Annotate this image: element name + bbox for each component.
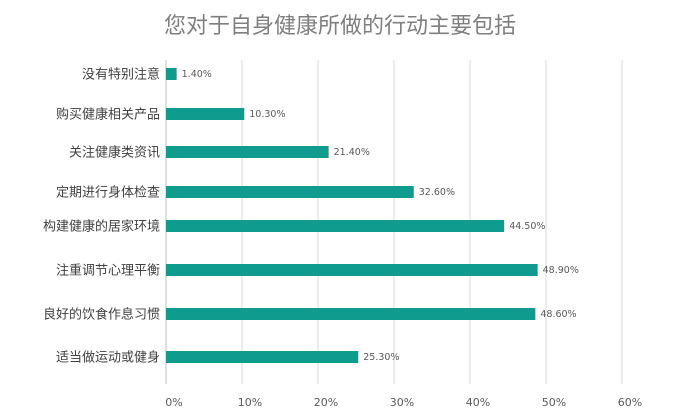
data-label: 21.40% (334, 147, 370, 158)
data-label: 48.60% (540, 309, 576, 320)
bar (166, 68, 177, 80)
category-label: 良好的饮食作息习惯 (43, 307, 160, 323)
category-label: 定期进行身体检查 (56, 185, 160, 201)
category-label: 购买健康相关产品 (56, 107, 160, 123)
bar (166, 351, 359, 363)
bar (166, 264, 538, 276)
data-label: 44.50% (509, 221, 545, 232)
category-label: 适当做运动或健身 (56, 350, 160, 366)
category-label: 构建健康的居家环境 (43, 219, 160, 235)
x-tick-label: 10% (238, 396, 262, 409)
bar (166, 220, 505, 232)
x-tick-label: 0% (165, 396, 182, 409)
category-label: 没有特别注意 (82, 67, 160, 83)
category-label: 注重调节心理平衡 (56, 263, 160, 279)
bar (166, 186, 414, 198)
x-tick-label: 40% (466, 396, 490, 409)
x-tick-label: 60% (618, 396, 642, 409)
bar (166, 146, 329, 158)
category-label: 关注健康类资讯 (69, 145, 160, 161)
x-tick-label: 20% (314, 396, 338, 409)
data-label: 1.40% (182, 69, 212, 80)
chart-title: 您对于自身健康所做的行动主要包括 (163, 14, 516, 39)
data-label: 10.30% (249, 109, 285, 120)
bar (166, 308, 536, 320)
data-label: 48.90% (543, 265, 579, 276)
data-label: 25.30% (363, 352, 399, 363)
x-tick-label: 30% (390, 396, 414, 409)
x-tick-label: 50% (542, 396, 566, 409)
data-label: 32.60% (419, 187, 455, 198)
bar (166, 108, 245, 120)
